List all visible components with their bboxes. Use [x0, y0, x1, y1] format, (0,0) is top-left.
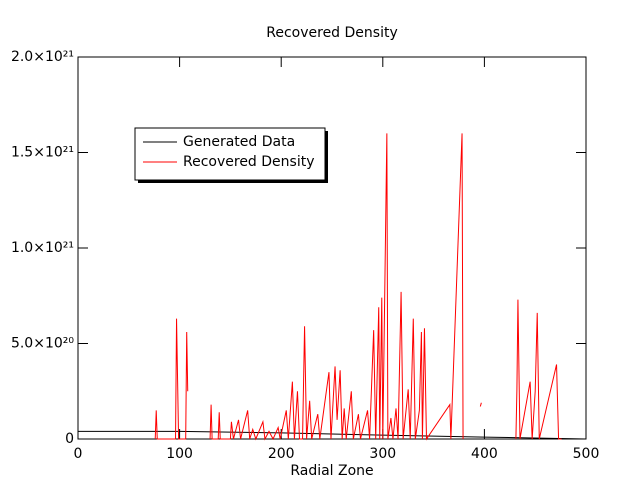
- x-tick-label: 300: [369, 446, 396, 462]
- x-tick-label: 100: [166, 446, 193, 462]
- chart-title: Recovered Density: [266, 25, 398, 41]
- y-tick-label: 5.0×10²⁰: [11, 336, 74, 352]
- y-tick-label: 1.0×10²¹: [11, 240, 74, 256]
- x-tick-label: 500: [573, 446, 600, 462]
- x-tick-label: 200: [268, 446, 295, 462]
- series-line: [78, 430, 587, 440]
- legend-box: [134, 127, 326, 181]
- legend-label: Recovered Density: [183, 154, 315, 170]
- legend-label: Generated Data: [183, 134, 295, 150]
- y-tick-label: 2.0×10²¹: [11, 49, 74, 65]
- x-tick-label: 0: [74, 446, 83, 462]
- series-line: [154, 133, 562, 441]
- y-tick-label: 0: [65, 431, 74, 447]
- x-axis-label: Radial Zone: [290, 463, 373, 479]
- x-tick-label: 400: [471, 446, 498, 462]
- y-tick-label: 1.5×10²¹: [11, 145, 74, 161]
